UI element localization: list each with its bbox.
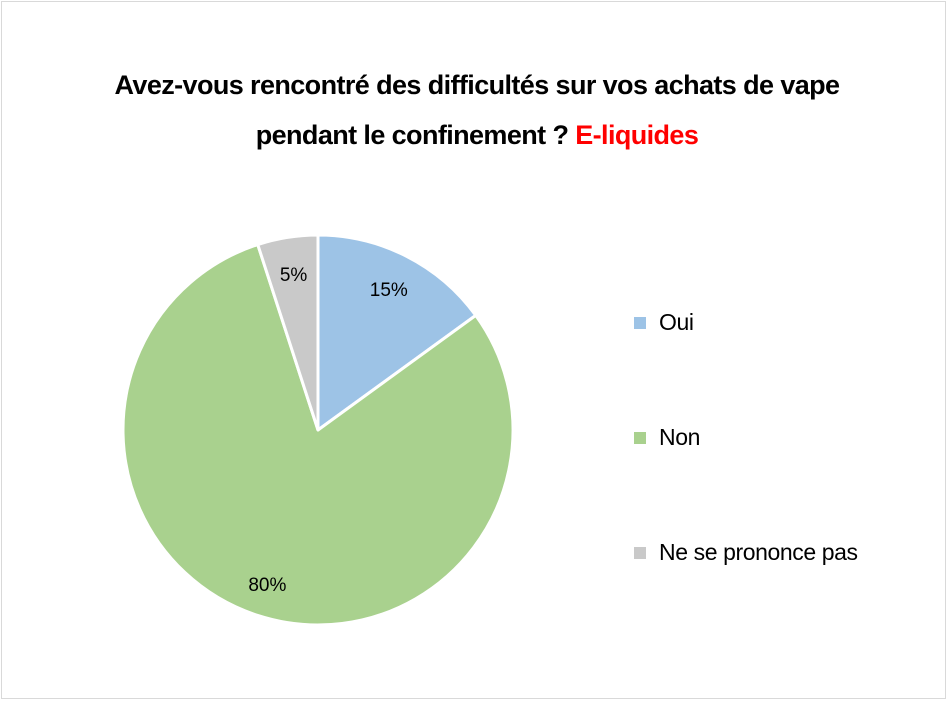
data-label-oui: 15%: [370, 280, 408, 301]
pie-slice-ne-se-prononce-pas: [256, 233, 320, 432]
legend-swatch-non: [634, 432, 646, 444]
legend-swatch-oui: [634, 317, 646, 329]
legend-label-non: Non: [659, 424, 700, 450]
data-label-ne-se-prononce-pas: 5%: [280, 265, 308, 286]
legend-swatch-ne-se-prononce-pas: [634, 547, 646, 559]
legend-label-ne-se-prononce-pas: Ne se prononce pas: [659, 539, 858, 565]
legend-label-oui: Oui: [659, 309, 694, 335]
chart-title-highlight: E-liquides: [575, 120, 699, 150]
pie-slice-oui: [316, 233, 478, 432]
pie-slice-non: [121, 243, 515, 627]
data-label-non: 80%: [248, 575, 286, 596]
chart-title-text: Avez-vous rencontré des difficultés sur …: [114, 70, 841, 150]
chart-title: Avez-vous rencontré des difficultés sur …: [62, 60, 892, 160]
